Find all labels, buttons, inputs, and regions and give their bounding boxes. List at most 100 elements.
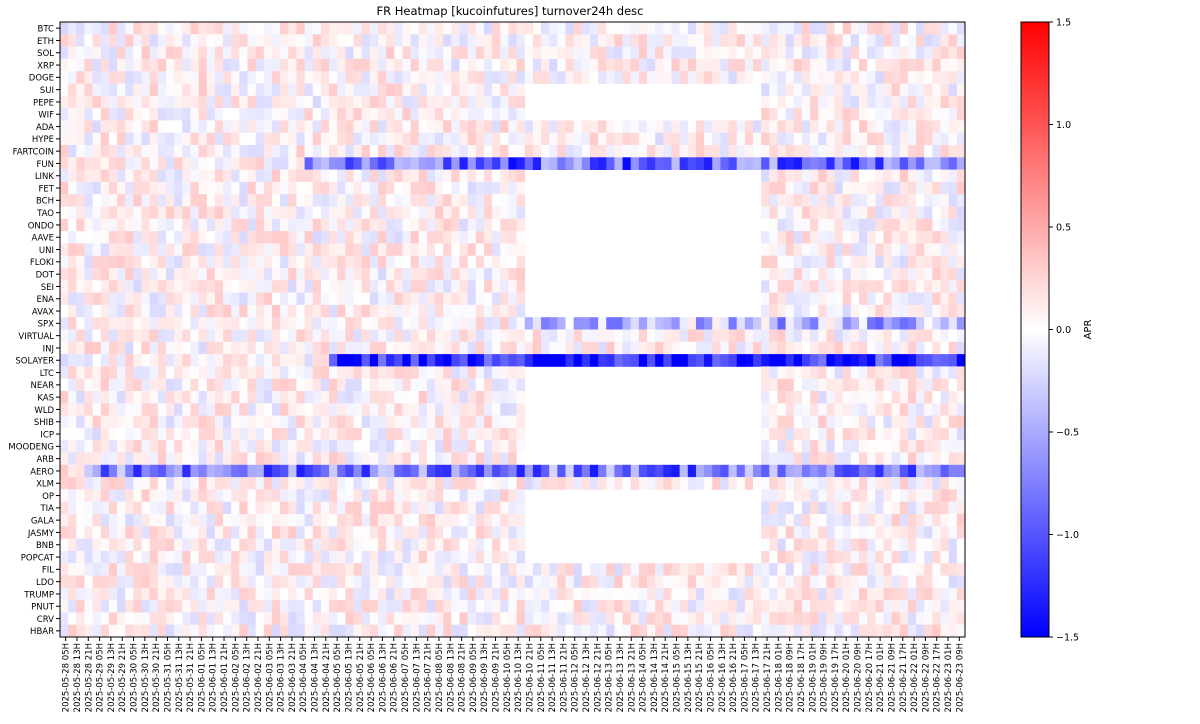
heatmap-cell — [263, 514, 273, 527]
heatmap-cell — [916, 354, 925, 367]
heatmap-cell — [165, 46, 175, 60]
heatmap-cell — [801, 206, 811, 220]
heatmap-cell — [117, 145, 126, 158]
heatmap-cell — [263, 341, 273, 355]
heatmap-cell — [320, 181, 330, 195]
heatmap-cell — [329, 587, 338, 601]
heatmap-cell — [92, 95, 102, 109]
x-tick-label: 2025-06-06 21H — [390, 643, 400, 712]
heatmap-cell — [541, 317, 550, 330]
heatmap-cell — [932, 206, 941, 220]
heatmap-cell — [508, 292, 517, 306]
heatmap-cell — [443, 464, 452, 478]
heatmap-cell — [76, 120, 85, 134]
heatmap-cell — [508, 440, 517, 453]
heatmap-cell — [165, 132, 175, 146]
heatmap-cell — [834, 194, 844, 207]
heatmap-cell — [459, 329, 469, 343]
y-tick-label: XLM — [36, 480, 54, 490]
heatmap-cell — [932, 280, 941, 293]
heatmap-cell — [149, 83, 159, 97]
heatmap-cell — [834, 366, 844, 380]
heatmap-cell — [288, 58, 297, 72]
heatmap-cell — [214, 95, 224, 109]
heatmap-cell — [948, 317, 958, 330]
heatmap-cell — [190, 181, 199, 195]
heatmap-cell — [320, 292, 330, 306]
heatmap-cell — [418, 304, 428, 318]
heatmap-cell — [948, 354, 958, 367]
heatmap-cell — [810, 280, 819, 293]
heatmap-cell — [435, 22, 444, 35]
heatmap-cell — [361, 624, 371, 638]
heatmap-cell — [508, 268, 517, 281]
heatmap-cell — [663, 354, 672, 367]
heatmap-cell — [337, 329, 346, 343]
heatmap-cell — [467, 280, 477, 293]
heatmap-cell — [190, 354, 199, 367]
heatmap-cell — [948, 550, 958, 564]
heatmap-cell — [149, 292, 159, 306]
heatmap-cell — [125, 440, 134, 453]
heatmap-cell — [720, 563, 729, 576]
heatmap-cell — [899, 452, 909, 466]
heatmap-cell — [899, 46, 909, 60]
heatmap-cell — [377, 304, 387, 318]
heatmap-cell — [280, 145, 289, 158]
heatmap-cell — [84, 501, 94, 515]
heatmap-cell — [418, 181, 428, 195]
heatmap-cell — [206, 255, 216, 269]
heatmap-cell — [377, 600, 387, 613]
heatmap-cell — [565, 477, 575, 490]
heatmap-cell — [956, 538, 966, 552]
heatmap-cell — [801, 550, 811, 564]
heatmap-cell — [149, 415, 159, 429]
heatmap-cell — [483, 550, 493, 564]
heatmap-cell — [133, 71, 142, 84]
heatmap-cell — [418, 132, 428, 146]
heatmap-cell — [443, 71, 452, 84]
heatmap-cell — [68, 501, 77, 515]
heatmap-cell — [337, 268, 346, 281]
heatmap-cell — [76, 108, 85, 121]
heatmap-cell — [435, 46, 444, 60]
heatmap-cell — [451, 95, 460, 109]
heatmap-cell — [630, 71, 640, 84]
heatmap-cell — [402, 427, 411, 441]
heatmap-cell — [280, 231, 289, 244]
heatmap-cell — [329, 280, 338, 293]
heatmap-cell — [508, 132, 517, 146]
heatmap-cell — [149, 354, 159, 367]
heatmap-cell — [206, 354, 216, 367]
heatmap-cell — [630, 575, 640, 589]
heatmap-cell — [483, 231, 493, 244]
heatmap-cell — [206, 427, 216, 441]
heatmap-cell — [353, 440, 363, 453]
heatmap-cell — [630, 145, 640, 158]
heatmap-cell — [68, 366, 77, 380]
heatmap-cell — [793, 231, 803, 244]
heatmap-cell — [500, 46, 509, 60]
heatmap-cell — [198, 95, 208, 109]
heatmap-cell — [345, 354, 354, 367]
heatmap-cell — [320, 169, 330, 183]
heatmap-cell — [793, 366, 803, 380]
heatmap-cell — [492, 464, 501, 478]
heatmap-cell — [516, 624, 526, 638]
heatmap-cell — [361, 132, 371, 146]
heatmap-cell — [92, 58, 102, 72]
heatmap-cell — [280, 58, 289, 72]
heatmap-cell — [899, 218, 909, 232]
heatmap-cell — [361, 354, 371, 367]
heatmap-cell — [891, 563, 901, 576]
heatmap-cell — [394, 477, 403, 490]
heatmap-cell — [948, 563, 958, 576]
heatmap-cell — [492, 22, 501, 35]
heatmap-cell — [720, 624, 729, 638]
heatmap-cell — [353, 280, 363, 293]
heatmap-cell — [271, 514, 281, 527]
heatmap-cell — [867, 341, 876, 355]
heatmap-cell — [818, 612, 827, 626]
y-tick-label: SOLAYER — [15, 357, 54, 367]
heatmap-cell — [280, 403, 289, 416]
